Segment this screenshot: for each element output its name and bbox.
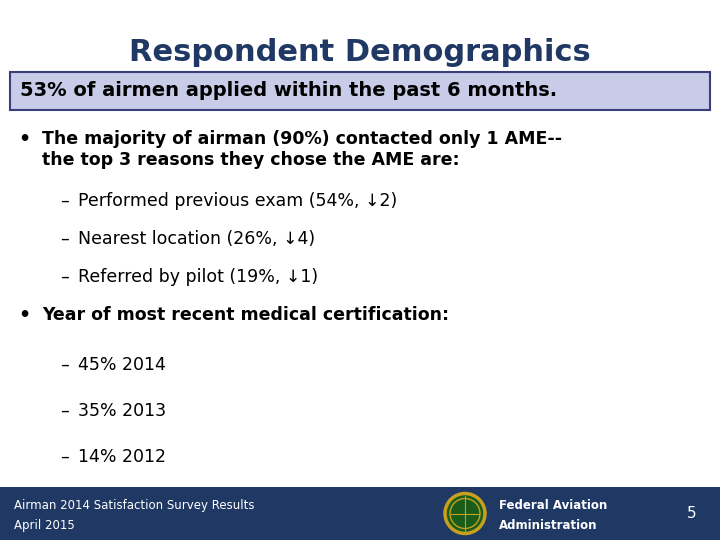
Text: Nearest location (26%, ↓4): Nearest location (26%, ↓4) bbox=[78, 230, 315, 248]
Text: The majority of airman (90%) contacted only 1 AME--
the top 3 reasons they chose: The majority of airman (90%) contacted o… bbox=[42, 130, 562, 169]
Text: Referred by pilot (19%, ↓1): Referred by pilot (19%, ↓1) bbox=[78, 268, 318, 286]
Circle shape bbox=[445, 494, 485, 534]
Text: Performed previous exam (54%, ↓2): Performed previous exam (54%, ↓2) bbox=[78, 192, 397, 210]
FancyBboxPatch shape bbox=[0, 487, 720, 540]
Text: 35% 2013: 35% 2013 bbox=[78, 402, 166, 420]
Text: –: – bbox=[60, 494, 68, 512]
Text: •: • bbox=[18, 130, 30, 149]
Text: Year of most recent medical certification:: Year of most recent medical certificatio… bbox=[42, 306, 449, 324]
Text: –: – bbox=[60, 192, 68, 210]
Text: 5: 5 bbox=[687, 506, 697, 521]
Text: Administration: Administration bbox=[499, 518, 598, 532]
Text: –: – bbox=[60, 402, 68, 420]
Text: Respondent Demographics: Respondent Demographics bbox=[129, 38, 591, 67]
Text: 14% 2012: 14% 2012 bbox=[78, 448, 166, 466]
Text: Federal Aviation: Federal Aviation bbox=[499, 499, 607, 512]
Text: –: – bbox=[60, 268, 68, 286]
Text: Airman 2014 Satisfaction Survey Results: Airman 2014 Satisfaction Survey Results bbox=[14, 499, 254, 512]
FancyBboxPatch shape bbox=[10, 72, 710, 110]
Text: –: – bbox=[60, 356, 68, 374]
Text: –: – bbox=[60, 230, 68, 248]
Text: April 2015: April 2015 bbox=[14, 518, 75, 532]
Text: 7% 2011: 7% 2011 bbox=[78, 494, 155, 512]
Text: •: • bbox=[18, 306, 30, 325]
Text: –: – bbox=[60, 448, 68, 466]
Text: 45% 2014: 45% 2014 bbox=[78, 356, 166, 374]
Text: 53% of airmen applied within the past 6 months.: 53% of airmen applied within the past 6 … bbox=[20, 82, 557, 100]
